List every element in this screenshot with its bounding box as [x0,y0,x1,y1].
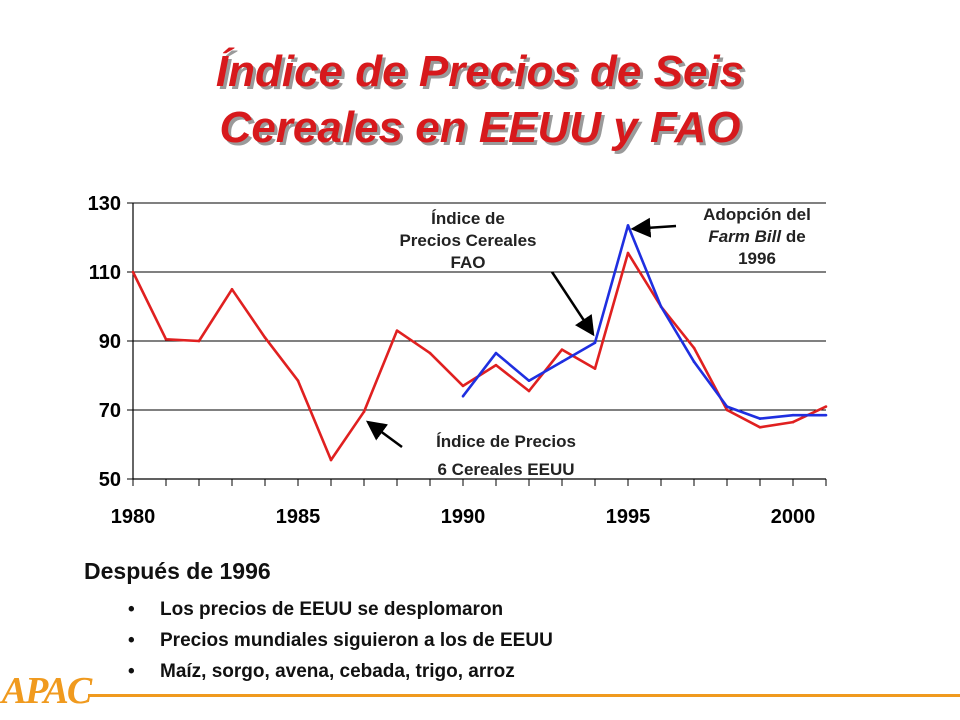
y-tick-label: 130 [88,193,121,215]
bullet-list: • Los precios de EEUU se desplomaron • Pre… [128,594,553,687]
us-cereal-index-point [824,405,828,408]
series-lines [131,224,828,462]
bullet-item: • Maíz, sorgo, avena, cebada, trigo, arro… [128,656,553,687]
us-cereal-index-point [791,420,795,424]
bullet-item: • Precios mundiales siguieron a los de EE… [128,625,553,656]
fao-cereal-index-point [659,305,663,308]
fao-cereal-index-point [560,360,564,364]
us-cereal-index-point [461,384,465,388]
y-tick-label: 50 [99,469,121,491]
us-cereal-index-point [329,458,333,462]
bullet-dot: • [128,630,135,651]
fao-cereal-index-point [626,224,630,227]
x-tick-label: 1995 [606,506,651,528]
logo-rule [88,694,960,697]
us-cereal-index-point [626,251,630,255]
bullet-text: Maíz, sorgo, avena, cebada, trigo, arroz [160,661,515,682]
us-cereal-index-point [560,348,564,351]
us-cereal-index-point [230,287,234,291]
annotation-us-line-1: Índice de Precios [436,432,576,451]
bullet-text: Precios mundiales siguieron a los de EEU… [160,630,553,651]
fao-cereal-index-point [725,405,729,408]
us-cereal-index-point [131,270,135,274]
fao-cereal-index-point [527,379,531,382]
bullet-dot: • [128,599,135,620]
y-tick-label: 70 [99,400,121,422]
us-cereal-index-point [494,363,498,367]
fao-cereal-index-point [692,360,696,364]
us-cereal-index-point [263,336,267,339]
us-cereal-index-point [296,379,300,382]
fao-cereal-index-point [593,341,597,345]
us-cereal-index-point [428,351,432,355]
annotation-us: Índice de Precios 6 Cereales EEUU [396,428,616,484]
us-cereal-index-point [527,389,531,393]
x-tick-label: 1980 [111,506,156,528]
title-line-2: Cereales en EEUU y FAO [219,103,741,152]
x-tick-label: 2000 [771,506,816,528]
us-cereal-index-point [362,410,366,414]
annotation-us-line-2: 6 Cereales EEUU [437,460,575,479]
annotation-fao-line-1: Índice de [431,209,505,228]
farm-bill-de: de [781,227,806,246]
y-axis-ticks: 130 110 90 70 50 [88,193,133,491]
x-tick-label: 1990 [441,506,486,528]
annotation-farm-bill-line-3: 1996 [738,249,776,268]
fao-cereal-index-point [824,413,828,417]
gridlines [133,202,826,411]
bottom-heading: Después de 1996 [84,558,271,584]
bullet-text: Los precios de EEUU se desplomaron [160,599,504,620]
annotation-farm-bill: Adopción del Farm Bill de 1996 [664,204,850,270]
us-cereal-index-point [758,425,762,429]
farm-bill-italic: Farm Bill [708,227,782,246]
fao-cereal-index-point [494,351,498,355]
us-cereal-index-point [593,367,597,370]
x-tick-label: 1985 [276,506,321,528]
annotation-farm-bill-line-2: Farm Bill de [664,226,850,248]
title-line-1: Índice de Precios de Seis [215,47,745,96]
fao-cereal-index-point [758,417,762,420]
fao-annotation-arrow [550,271,595,337]
fao-cereal-index-point [461,394,465,398]
x-axis-ticks: 1980 1985 1990 1995 2000 [111,479,827,528]
y-tick-label: 90 [99,331,121,353]
annotation-fao: Índice de Precios Cereales FAO [358,208,578,274]
annotation-fao-line-2: Precios Cereales [399,231,537,250]
us-cereal-index-point [164,337,168,341]
us-cereal-index-point [692,346,696,350]
apac-logo: APAC [1,670,92,712]
us-annotation-arrow [365,420,403,449]
price-index-chart: 130 110 90 70 50 1980 1985 1990 1995 2000 [88,193,828,528]
annotation-farm-bill-line-1: Adopción del [703,205,811,224]
slide-title: Índice de Precios de Seis Cereales en EE… [0,44,960,156]
us-cereal-index-point [395,329,399,332]
bullet-dot: • [128,661,135,682]
annotation-fao-line-3: FAO [450,253,486,272]
bullet-item: • Los precios de EEUU se desplomaron [128,594,553,625]
fao-cereal-index-point [791,413,795,417]
farm-bill-annotation-arrow [630,217,677,238]
y-tick-label: 110 [89,262,121,284]
annotation-arrows [365,217,677,449]
us-cereal-index-point [197,339,201,343]
us-cereal-index-point [725,408,729,412]
fao-cereal-index-line [461,224,826,420]
